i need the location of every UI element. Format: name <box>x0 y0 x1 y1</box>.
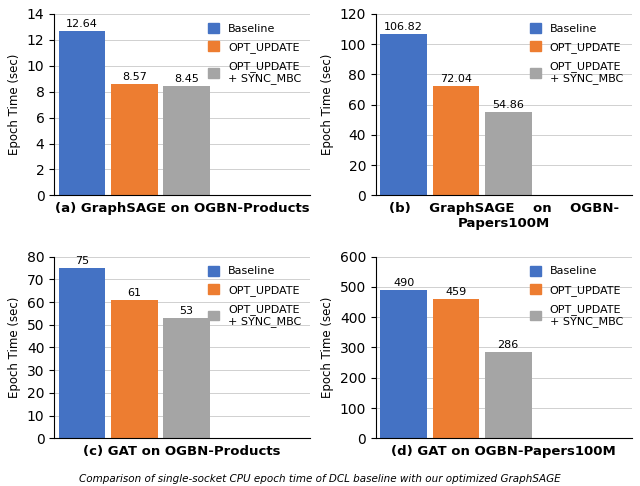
Legend: Baseline, OPT_UPDATE, OPT_UPDATE
+ SYNC_MBC: Baseline, OPT_UPDATE, OPT_UPDATE + SYNC_… <box>205 19 305 87</box>
Y-axis label: Epoch Time (sec): Epoch Time (sec) <box>321 297 334 398</box>
Bar <box>433 87 479 195</box>
Text: 61: 61 <box>127 288 141 297</box>
X-axis label: (a) GraphSAGE on OGBN-Products: (a) GraphSAGE on OGBN-Products <box>55 202 310 215</box>
Y-axis label: Epoch Time (sec): Epoch Time (sec) <box>8 297 21 398</box>
Bar <box>163 318 210 438</box>
Bar <box>380 34 427 195</box>
X-axis label: (d) GAT on OGBN-Papers100M: (d) GAT on OGBN-Papers100M <box>392 445 616 458</box>
Text: 286: 286 <box>497 340 519 349</box>
Bar <box>111 300 157 438</box>
X-axis label: (b)    GraphSAGE    on    OGBN-
Papers100M: (b) GraphSAGE on OGBN- Papers100M <box>388 202 619 230</box>
Text: Comparison of single-socket CPU epoch time of DCL baseline with our optimized Gr: Comparison of single-socket CPU epoch ti… <box>79 473 561 484</box>
X-axis label: (c) GAT on OGBN-Products: (c) GAT on OGBN-Products <box>83 445 281 458</box>
Text: 75: 75 <box>75 256 89 266</box>
Bar <box>59 268 106 438</box>
Text: 8.45: 8.45 <box>174 74 199 84</box>
Legend: Baseline, OPT_UPDATE, OPT_UPDATE
+ SYNC_MBC: Baseline, OPT_UPDATE, OPT_UPDATE + SYNC_… <box>526 262 626 330</box>
Bar <box>380 290 427 438</box>
Text: 490: 490 <box>393 278 414 288</box>
Y-axis label: Epoch Time (sec): Epoch Time (sec) <box>8 54 21 156</box>
Text: 72.04: 72.04 <box>440 74 472 84</box>
Bar <box>59 32 106 195</box>
Bar <box>433 299 479 438</box>
Text: 459: 459 <box>445 287 467 297</box>
Legend: Baseline, OPT_UPDATE, OPT_UPDATE
+ SYNC_MBC: Baseline, OPT_UPDATE, OPT_UPDATE + SYNC_… <box>526 19 626 87</box>
Text: 106.82: 106.82 <box>384 21 423 32</box>
Bar <box>485 112 532 195</box>
Bar <box>163 86 210 195</box>
Text: 12.64: 12.64 <box>66 19 98 29</box>
Text: 54.86: 54.86 <box>492 100 524 110</box>
Legend: Baseline, OPT_UPDATE, OPT_UPDATE
+ SYNC_MBC: Baseline, OPT_UPDATE, OPT_UPDATE + SYNC_… <box>205 262 305 330</box>
Text: 53: 53 <box>180 306 194 316</box>
Text: 8.57: 8.57 <box>122 72 147 82</box>
Y-axis label: Epoch Time (sec): Epoch Time (sec) <box>321 54 334 156</box>
Bar <box>485 352 532 438</box>
Bar <box>111 84 157 195</box>
